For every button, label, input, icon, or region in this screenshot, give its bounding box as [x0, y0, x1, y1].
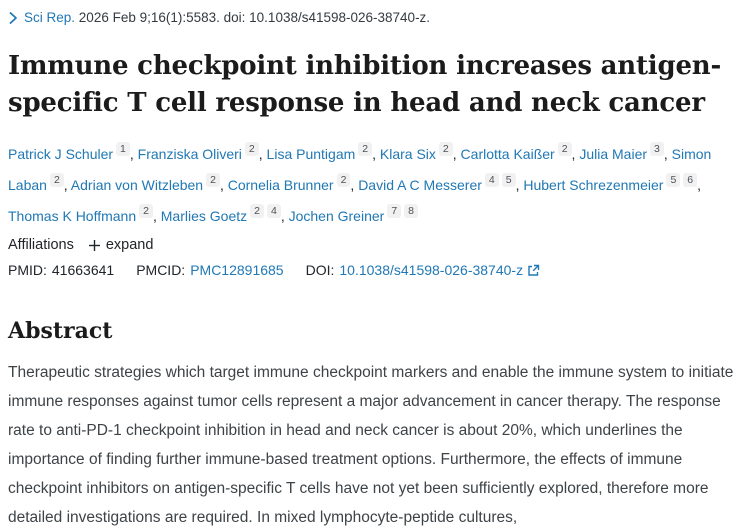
article-title: Immune checkpoint inhibition increases a… — [8, 51, 722, 118]
author-link[interactable]: Simon Laban — [8, 146, 712, 193]
affiliation-superscript: 5 — [666, 173, 681, 187]
author-link[interactable]: Jochen Greiner — [288, 208, 385, 224]
affiliation-superscript: 2 — [139, 204, 153, 218]
affiliation-superscript: 6 — [683, 173, 698, 187]
citation-banner: Sci Rep. 2026 Feb 9;16(1):5583. doi: 10.… — [8, 9, 740, 27]
author-link[interactable]: Thomas K Hoffmann — [8, 208, 137, 224]
author-separator: , — [571, 146, 580, 162]
affiliations-label: Affiliations — [8, 237, 74, 253]
author-separator: , — [280, 208, 289, 224]
affiliation-superscript: 7 — [387, 204, 402, 218]
author-link[interactable]: David A C Messerer — [358, 177, 482, 193]
affiliation-superscript: 8 — [404, 204, 418, 218]
author-separator: , — [697, 177, 702, 193]
author-separator: , — [663, 146, 672, 162]
author-link[interactable]: Julia Maier — [579, 146, 648, 162]
author-separator: , — [129, 146, 138, 162]
affiliation-superscript: 5 — [501, 173, 516, 187]
affiliations-row: Affiliations expand — [8, 237, 740, 253]
affiliation-superscript: 2 — [49, 173, 64, 187]
doi-group: DOI: 10.1038/s41598-026-38740-z — [306, 262, 540, 278]
author-separator: , — [219, 177, 228, 193]
affiliation-superscript: 2 — [358, 142, 373, 156]
affiliation-superscript: 2 — [250, 204, 264, 218]
author-link[interactable]: Cornelia Brunner — [227, 177, 334, 193]
pmcid-group: PMCID: PMC12891685 — [136, 262, 283, 278]
journal-link[interactable]: Sci Rep. — [24, 10, 76, 25]
chevron-right-icon[interactable] — [8, 11, 18, 25]
affiliation-superscript: 2 — [557, 142, 572, 156]
pmcid-label: PMCID: — [136, 262, 186, 278]
author-separator: , — [152, 208, 161, 224]
authors-list: Patrick J Schuler 1, Franziska Oliveri 2, … — [8, 139, 740, 232]
author-link[interactable]: Klara Six — [379, 146, 436, 162]
author-link[interactable]: Franziska Oliveri — [137, 146, 242, 162]
citation-details: 2026 Feb 9;16(1):5583. doi: 10.1038/s415… — [78, 10, 431, 25]
affiliation-superscript: 2 — [244, 142, 259, 156]
affiliation-superscript: 2 — [336, 173, 351, 187]
author-link[interactable]: Patrick J Schuler — [8, 146, 114, 162]
affiliation-superscript: 4 — [484, 173, 499, 187]
doi-label: DOI: — [305, 262, 335, 278]
author-separator: , — [452, 146, 461, 162]
abstract-heading: Abstract — [8, 318, 113, 344]
pmcid-link[interactable]: PMC12891685 — [190, 262, 284, 278]
pmid-group: PMID: 41663641 — [8, 262, 114, 278]
author-link[interactable]: Lisa Puntigam — [266, 146, 356, 162]
plus-icon — [88, 239, 101, 252]
identifiers-row: PMID: 41663641 PMCID: PMC12891685 DOI: 1… — [8, 262, 740, 278]
doi-link[interactable]: 10.1038/s41598-026-38740-z — [339, 262, 524, 278]
author-link[interactable]: Marlies Goetz — [160, 208, 248, 224]
expand-affiliations-button[interactable]: expand — [88, 237, 154, 253]
affiliation-superscript: 1 — [116, 142, 130, 156]
author-separator: , — [63, 177, 71, 193]
author-link[interactable]: Carlotta Kaißer — [460, 146, 555, 162]
pmid-value: 41663641 — [51, 262, 115, 278]
affiliation-superscript: 3 — [650, 142, 664, 156]
affiliation-superscript: 2 — [438, 142, 453, 156]
affiliation-superscript: 2 — [206, 173, 220, 187]
expand-label: expand — [105, 237, 154, 253]
author-link[interactable]: Adrian von Witzleben — [70, 177, 204, 193]
author-link[interactable]: Hubert Schrezenmeier — [523, 177, 664, 193]
author-separator: , — [515, 177, 524, 193]
external-link-icon[interactable] — [527, 264, 540, 277]
author-separator: , — [350, 177, 359, 193]
abstract-text: Therapeutic strategies which target immu… — [8, 364, 734, 526]
affiliation-superscript: 4 — [266, 204, 281, 218]
pmid-label: PMID: — [8, 262, 47, 278]
author-separator: , — [372, 146, 380, 162]
author-separator: , — [258, 146, 267, 162]
